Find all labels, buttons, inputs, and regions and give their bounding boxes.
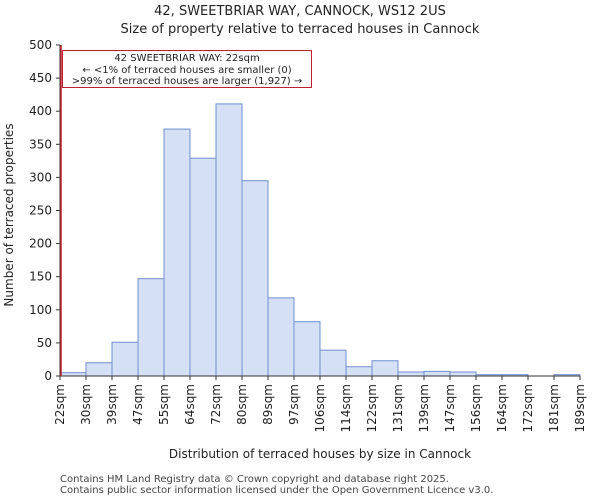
histogram-bar: [111, 341, 139, 377]
histogram-bar: [345, 366, 373, 377]
histogram-bar: [215, 103, 243, 377]
x-tick-label: 72sqm: [209, 384, 223, 425]
x-tick-label: 55sqm: [157, 384, 171, 425]
x-axis-ticks: 22sqm 30sqm 39sqm 47sqm 55sqm 64sqm 72sqm 80sqm…: [53, 376, 587, 432]
y-tick-label: 0: [44, 369, 52, 383]
y-tick-label: 450: [29, 71, 52, 85]
y-tick-label: 300: [29, 170, 52, 184]
x-tick-label: 80sqm: [235, 384, 249, 425]
annotation-line-1: 42 SWEETBRIAR WAY: 22sqm: [114, 53, 260, 64]
y-tick-label: 500: [29, 38, 52, 52]
x-tick-label: 64sqm: [183, 384, 197, 425]
x-tick-label: 131sqm: [391, 384, 405, 432]
histogram-bar: [319, 349, 347, 377]
histogram-bar: [423, 370, 451, 377]
x-tick-label: 181sqm: [547, 384, 561, 432]
footer-licence: Contains public sector information licen…: [60, 485, 494, 496]
histogram-bar: [163, 128, 191, 377]
y-tick-label: 150: [29, 270, 52, 284]
histogram-bar: [397, 371, 425, 377]
annotation-line-2: ← <1% of terraced houses are smaller (0): [82, 64, 292, 76]
x-tick-label: 30sqm: [79, 384, 93, 425]
histogram-bar: [241, 180, 269, 377]
chart-title: 42, SWEETBRIAR WAY, CANNOCK, WS12 2US: [154, 4, 446, 19]
x-tick-label: 39sqm: [105, 384, 119, 425]
chart-subtitle: Size of property relative to terraced ho…: [120, 22, 480, 37]
property-annotation-box: 42 SWEETBRIAR WAY: 22sqm ← <1% of terrac…: [62, 50, 312, 88]
histogram-bar: [189, 157, 217, 377]
x-tick-label: 172sqm: [521, 384, 535, 432]
x-tick-label: 47sqm: [131, 384, 145, 425]
y-axis-label: Number of terraced properties: [2, 123, 16, 306]
x-tick-label: 164sqm: [495, 384, 509, 432]
x-tick-label: 122sqm: [365, 384, 379, 432]
y-tick-label: 350: [29, 137, 52, 151]
x-tick-label: 89sqm: [261, 384, 275, 425]
footer-copyright: Contains HM Land Registry data © Crown c…: [60, 474, 449, 485]
y-tick-label: 200: [29, 237, 52, 251]
x-tick-label: 114sqm: [339, 384, 353, 432]
histogram-bar: [267, 297, 295, 377]
y-tick-label: 250: [29, 204, 52, 218]
histogram-bar: [449, 371, 477, 377]
y-tick-label: 100: [29, 303, 52, 317]
histogram-bar: [85, 362, 113, 377]
annotation-line-3: >99% of terraced houses are larger (1,92…: [71, 76, 303, 87]
bars-group: [59, 103, 581, 377]
x-tick-label: 189sqm: [573, 384, 587, 432]
x-tick-label: 156sqm: [469, 384, 483, 432]
x-tick-label: 106sqm: [313, 384, 327, 432]
x-tick-label: 147sqm: [443, 384, 457, 432]
histogram-bar: [371, 360, 399, 377]
x-tick-label: 22sqm: [53, 384, 67, 425]
x-tick-label: 97sqm: [287, 384, 301, 425]
y-axis-ticks: 0 50 100 150 200 250 300 350 400 450 500: [29, 38, 60, 383]
x-axis-label: Distribution of terraced houses by size …: [169, 447, 471, 461]
histogram-bar: [137, 278, 165, 377]
y-tick-label: 50: [37, 336, 52, 350]
histogram-bar: [293, 321, 321, 377]
x-tick-label: 139sqm: [417, 384, 431, 432]
y-tick-label: 400: [29, 104, 52, 118]
